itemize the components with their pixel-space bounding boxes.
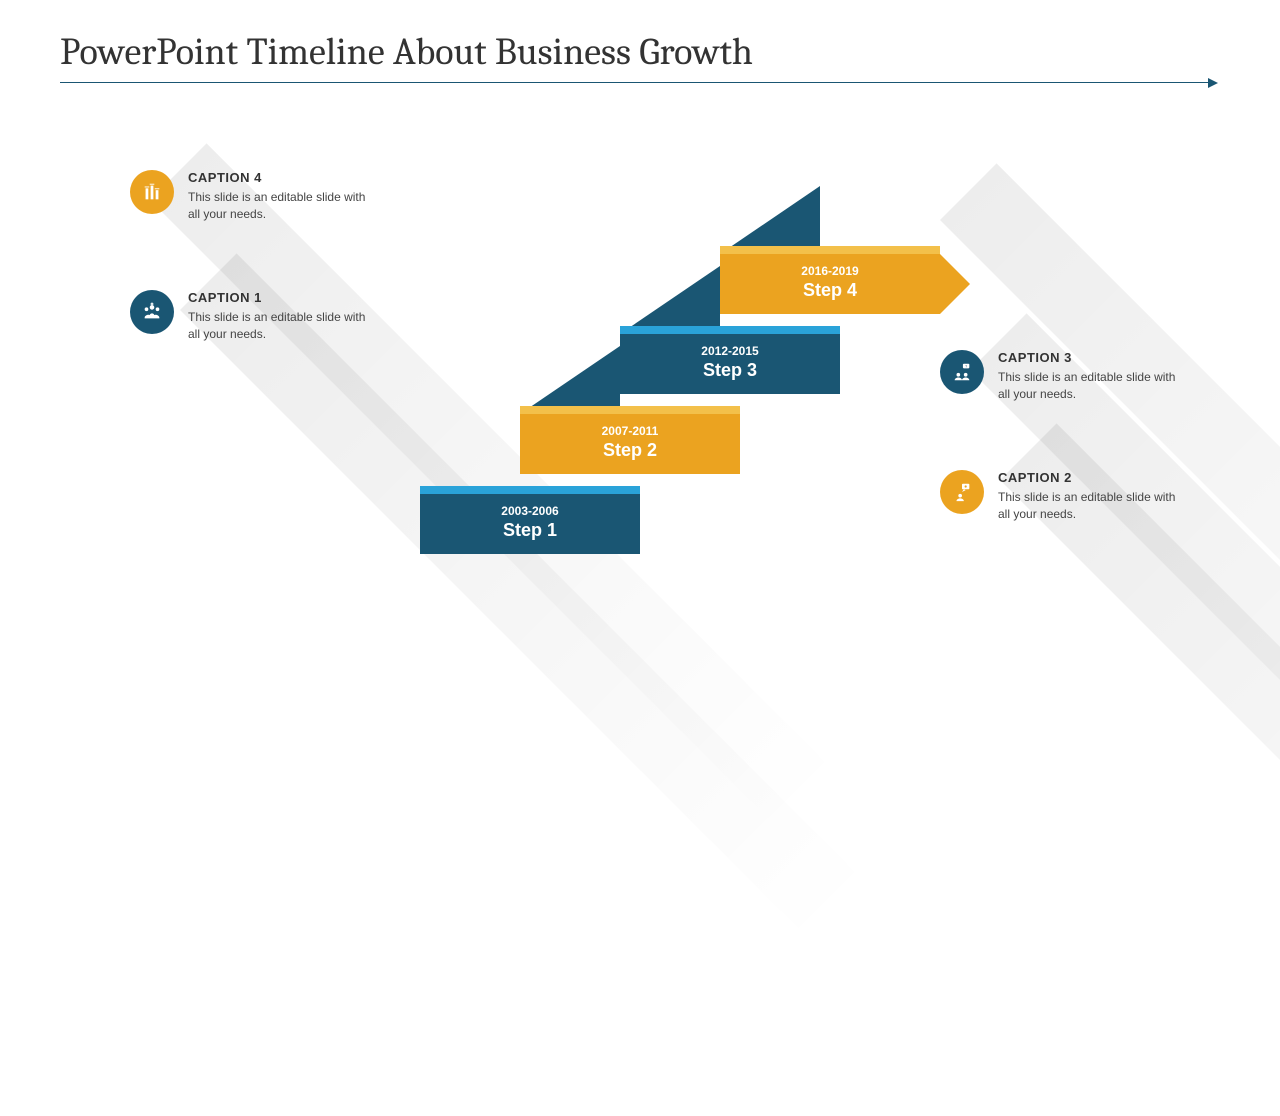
- step-year: 2003-2006: [420, 504, 640, 518]
- svg-text:?: ?: [965, 364, 967, 368]
- step-label: Step 1: [420, 520, 640, 541]
- step-strip: [720, 246, 940, 254]
- step-fold: [720, 186, 820, 254]
- step-label: Step 2: [520, 440, 740, 461]
- step-label: Step 4: [720, 280, 940, 301]
- step-strip: [420, 486, 640, 494]
- caption-title: CAPTION 1: [188, 290, 378, 305]
- step4: 2016-2019 Step 4: [720, 240, 940, 314]
- caption-title: CAPTION 2: [998, 470, 1188, 485]
- step-arrowhead: [940, 254, 970, 314]
- step-strip: [520, 406, 740, 414]
- caption-title: CAPTION 3: [998, 350, 1188, 365]
- step-strip: [620, 326, 840, 334]
- page-title: PowerPoint Timeline About Business Growt…: [60, 30, 753, 74]
- caption-body: This slide is an editable slide with all…: [188, 309, 378, 343]
- title-arrow: [60, 82, 1210, 83]
- caption-body: This slide is an editable slide with all…: [998, 369, 1188, 403]
- step-fold: [620, 266, 720, 334]
- people-icon: [130, 290, 174, 334]
- caption-body: This slide is an editable slide with all…: [188, 189, 378, 223]
- step1: 2003-2006 Step 1: [420, 480, 640, 554]
- caption-body: This slide is an editable slide with all…: [998, 489, 1188, 523]
- shadow-streak: [970, 313, 1280, 1006]
- step3: 2012-2015 Step 3: [620, 320, 840, 394]
- question-icon: ?: [940, 350, 984, 394]
- step-label: Step 3: [620, 360, 840, 381]
- step-year: 2016-2019: [720, 264, 940, 278]
- caption-title: CAPTION 4: [188, 170, 378, 185]
- step-year: 2007-2011: [520, 424, 740, 438]
- shadow-streak: [1000, 423, 1280, 1116]
- speech-icon: [940, 470, 984, 514]
- candles-icon: [130, 170, 174, 214]
- step2: 2007-2011 Step 2: [520, 400, 740, 474]
- step-year: 2012-2015: [620, 344, 840, 358]
- step-fold: [520, 346, 620, 414]
